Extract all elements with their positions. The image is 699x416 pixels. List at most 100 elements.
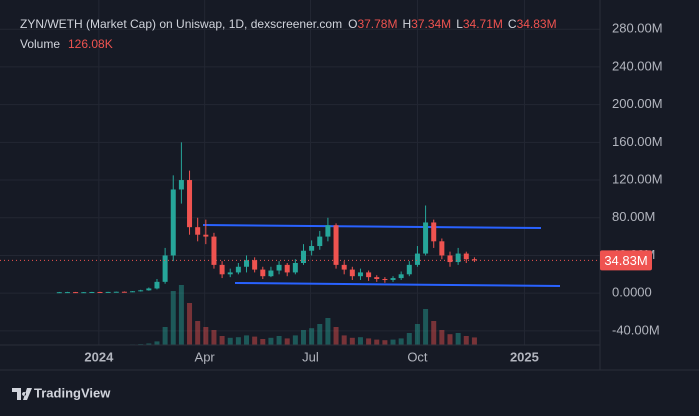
candle-body [122, 292, 127, 293]
volume-bar [154, 341, 159, 345]
candle-body [382, 279, 387, 280]
volume-bar [268, 338, 273, 345]
candle-body [106, 292, 111, 293]
candle-body [366, 272, 371, 277]
volume-bar [317, 324, 322, 345]
volume-bar [415, 324, 420, 345]
candle-body [89, 292, 94, 293]
ohlc-value: 37.34M [411, 17, 451, 31]
candle-body [301, 251, 306, 263]
ohlc-key: H [402, 17, 411, 31]
candle-body [448, 255, 453, 262]
y-tick-label: 160.00M [612, 134, 663, 149]
candle-body [57, 292, 62, 293]
candle-body [171, 189, 176, 255]
candle-body [146, 288, 151, 290]
volume-bar [399, 338, 404, 345]
candle-body [317, 237, 322, 246]
volume-bar [382, 340, 387, 345]
candle-body [374, 277, 379, 279]
volume-bar [220, 336, 225, 345]
volume-bar [236, 337, 241, 345]
volume-bar [301, 330, 306, 345]
ohlc-value: 34.71M [463, 17, 503, 31]
volume-bar [293, 335, 298, 345]
candle-body [244, 260, 249, 267]
ohlc-value: 34.83M [517, 17, 557, 31]
candle-body [415, 254, 420, 265]
candle-body [260, 270, 265, 277]
candle-body [334, 225, 339, 265]
volume-bar [342, 335, 347, 345]
volume-bar [171, 291, 176, 345]
volume-bar [179, 285, 184, 345]
candle-body [358, 272, 363, 276]
volume-bar [325, 318, 330, 345]
candle-body [325, 225, 330, 236]
volume-value: 126.08K [68, 37, 113, 51]
x-tick-label: Jul [302, 349, 319, 364]
volume-bar [187, 303, 192, 345]
brand-name: TradingView [34, 385, 111, 400]
candle-body [73, 292, 78, 293]
candle-body [277, 265, 282, 271]
volume-bar [448, 334, 453, 345]
volume-bar [277, 336, 282, 345]
candle-body [293, 263, 298, 272]
candle-body [228, 272, 233, 274]
candle-body [138, 290, 143, 291]
volume-bar [439, 330, 444, 345]
x-tick-label: Oct [407, 349, 428, 364]
volume-bar [350, 338, 355, 345]
volume-bar [431, 321, 436, 345]
volume-key: Volume [20, 37, 60, 51]
volume-bar [163, 327, 168, 345]
volume-bar [252, 337, 257, 345]
volume-bar [464, 336, 469, 345]
ohlc-value: 37.78M [357, 17, 397, 31]
candle-body [464, 254, 469, 260]
x-tick-label: Apr [195, 349, 216, 364]
volume-bar [244, 335, 249, 345]
volume-bar [407, 333, 412, 345]
chart-title: ZYN/WETH (Market Cap) on Uniswap, 1D, de… [20, 17, 342, 31]
candle-body [268, 271, 273, 277]
volume-bar [228, 338, 233, 345]
candle-body [98, 292, 103, 293]
candle-body [179, 180, 184, 189]
ohlc-key: O [348, 17, 357, 31]
volume-bar [211, 330, 216, 345]
ohlc-key: C [508, 17, 517, 31]
candle-body [81, 292, 86, 293]
x-tick-label: 2024 [84, 349, 114, 364]
y-tick-label: 280.00M [612, 21, 663, 36]
volume-bar [203, 327, 208, 345]
candle-body [195, 227, 200, 235]
y-tick-label: 0.0000 [612, 285, 652, 300]
candle-body [342, 265, 347, 270]
volume-bar [285, 338, 290, 345]
volume-bar [391, 340, 396, 345]
candle-body [187, 180, 192, 227]
volume-bar [423, 309, 428, 345]
volume-bar [472, 337, 477, 345]
candle-body [163, 255, 168, 281]
volume-bar [358, 337, 363, 345]
candle-body [203, 235, 208, 237]
y-tick-label: 200.00M [612, 96, 663, 111]
candle-body [439, 241, 444, 255]
volume-bar [195, 321, 200, 345]
y-tick-label: 120.00M [612, 171, 663, 186]
candle-body [423, 222, 428, 253]
candle-body [431, 222, 436, 241]
candle-body [399, 274, 404, 278]
volume-bar [334, 327, 339, 345]
candle-body [154, 282, 159, 289]
volume-bar [366, 338, 371, 345]
candle-body [407, 265, 412, 274]
candle-body [309, 246, 314, 251]
candle-body [285, 265, 290, 273]
candle-body [130, 291, 135, 292]
